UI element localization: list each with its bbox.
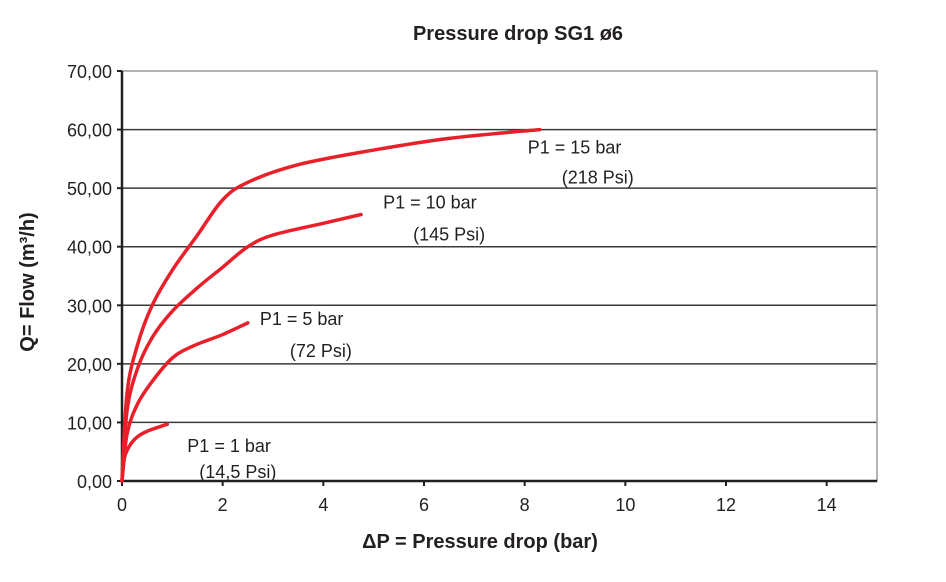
- gridlines: [122, 128, 877, 424]
- series-label-psi: (14,5 Psi): [199, 462, 276, 482]
- series-label-psi: (145 Psi): [413, 225, 485, 245]
- y-tick-label: 60,00: [67, 121, 112, 141]
- y-axis-ticks: 0,00 10,00 20,00 30,00 40,00 50,00 60,00 70,00: [67, 62, 122, 492]
- x-axis-label: ΔP = Pressure drop (bar): [362, 531, 598, 553]
- chart-title: Pressure drop SG1 ø6: [413, 23, 623, 45]
- series-label-psi: (72 Psi): [290, 341, 352, 361]
- y-tick-label: 40,00: [67, 238, 112, 258]
- series-label-psi: (218 Psi): [562, 168, 634, 188]
- series-label: P1 = 5 bar: [260, 309, 344, 329]
- series-label: P1 = 1 bar: [187, 436, 271, 456]
- series-line: [120, 127, 542, 483]
- series-line: [120, 212, 363, 483]
- x-tick-label: 14: [817, 495, 837, 515]
- y-tick-label: 10,00: [67, 413, 112, 433]
- x-tick-label: 10: [615, 495, 635, 515]
- x-tick-label: 8: [520, 495, 530, 515]
- x-tick-label: 0: [117, 495, 127, 515]
- x-tick-label: 4: [318, 495, 328, 515]
- series-label: P1 = 15 bar: [528, 138, 622, 158]
- y-tick-label: 0,00: [77, 472, 112, 492]
- x-tick-label: 12: [716, 495, 736, 515]
- series-annotations: P1 = 1 bar (14,5 Psi) P1 = 5 bar (72 Psi) P1…: [187, 138, 633, 483]
- y-tick-label: 20,00: [67, 355, 112, 375]
- y-axis-label: Q= Flow (m³/h): [17, 212, 39, 351]
- series-lines: [120, 127, 542, 483]
- y-tick-label: 70,00: [67, 62, 112, 82]
- y-tick-label: 50,00: [67, 179, 112, 199]
- x-tick-label: 6: [419, 495, 429, 515]
- x-axis-ticks: 0 2 4 6 8 10 12 14: [117, 481, 837, 515]
- x-tick-label: 2: [218, 495, 228, 515]
- y-tick-label: 30,00: [67, 296, 112, 316]
- series-line: [120, 321, 250, 483]
- series-label: P1 = 10 bar: [383, 193, 477, 213]
